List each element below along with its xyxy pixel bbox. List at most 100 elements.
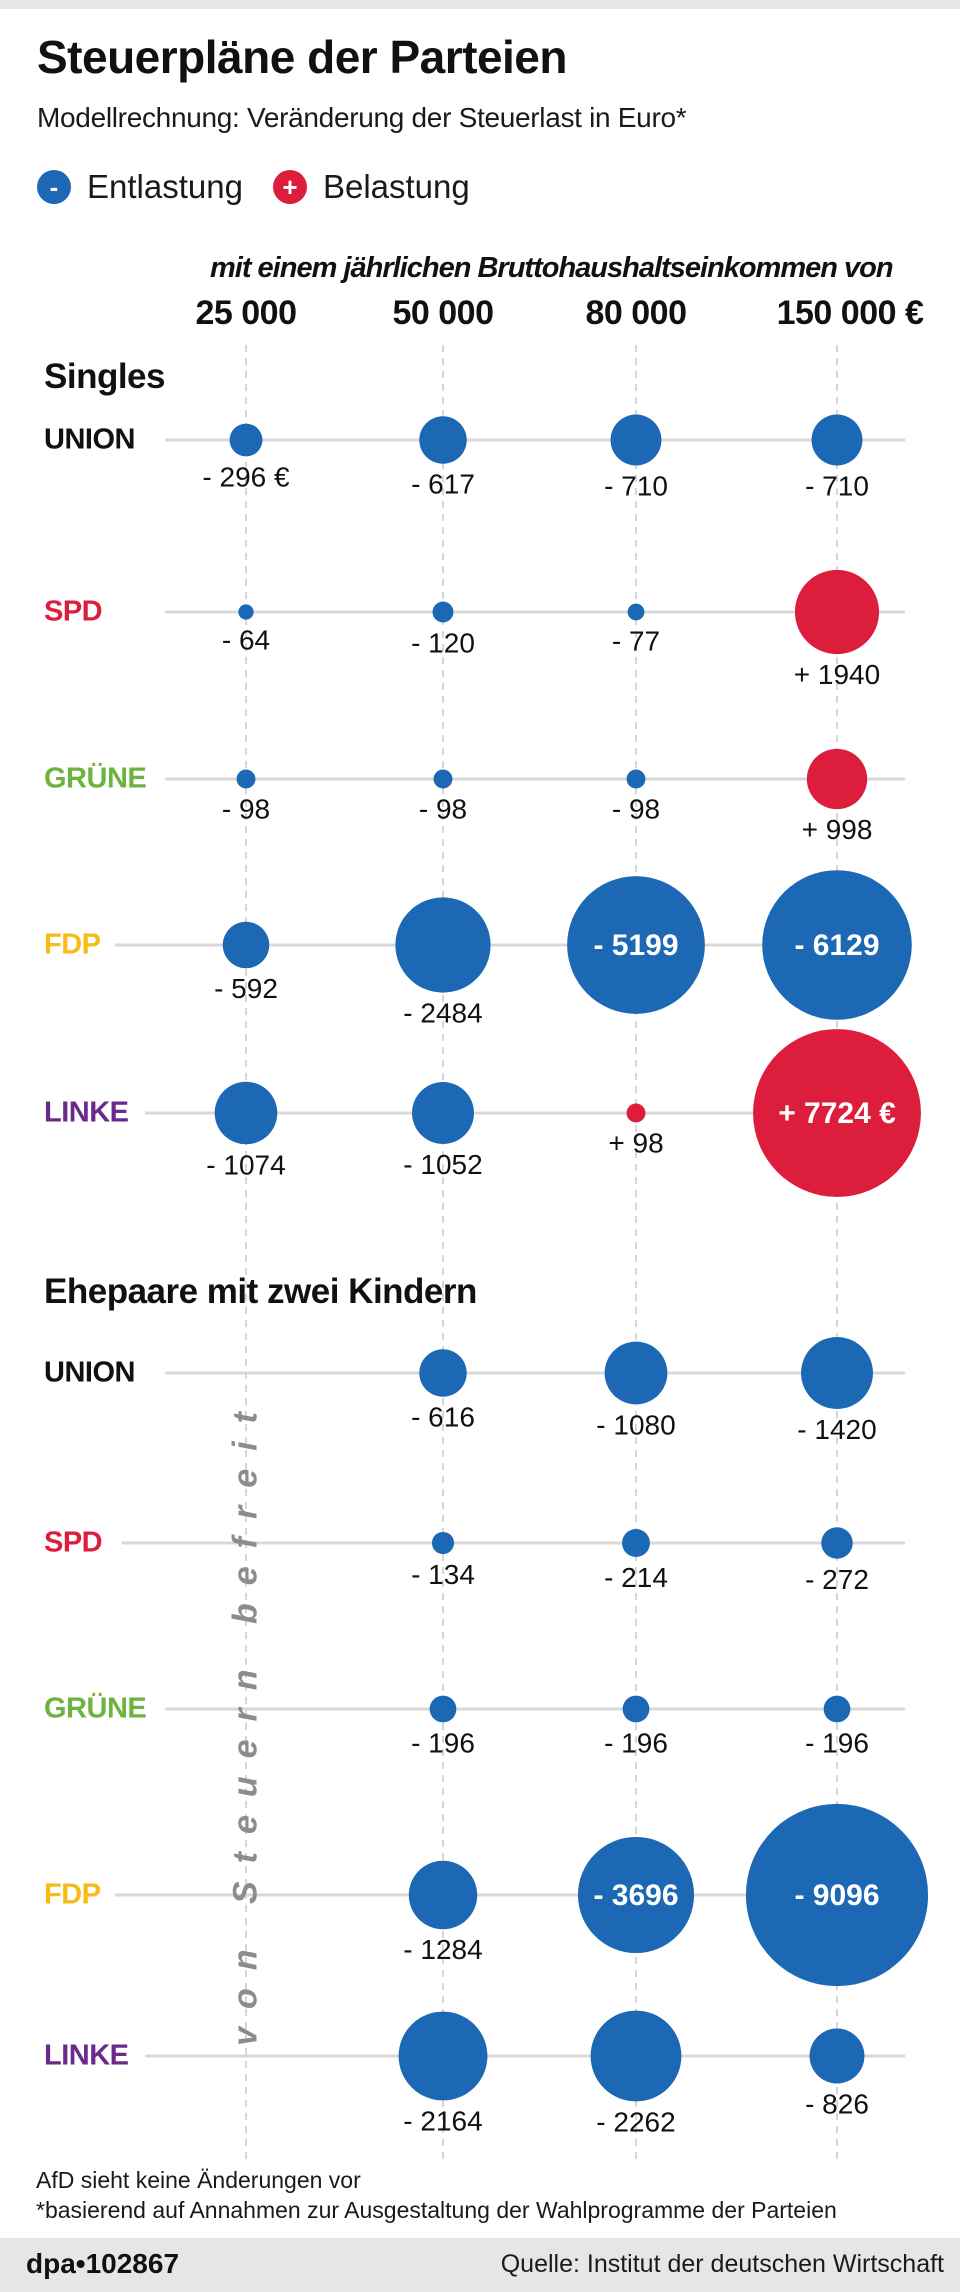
bubble [236,769,256,789]
footnote-basis: *basierend auf Annahmen zur Ausgestaltun… [36,2197,837,2223]
chart-title: Steuerpläne der Parteien [37,31,567,83]
bubble [806,748,868,810]
income-caption: mit einem jährlichen Bruttohaushaltseink… [210,252,894,284]
plus-circle-icon: + [272,170,307,204]
bubble-value-label: - 6129 [794,929,879,962]
bubble-value-label: - 196 [411,1727,475,1758]
bubble-value-label: - 98 [419,793,467,824]
bubble [222,921,270,969]
bubble-value-label: - 9096 [794,1879,879,1912]
legend-label-burden: Belastung [322,168,470,205]
bubble-value-label: - 98 [612,793,660,824]
bubble-value-label: - 616 [411,1402,475,1433]
bubble-value-label: - 98 [222,793,270,824]
bubble [214,1081,278,1145]
bubble [823,1695,851,1723]
bubble-value-label: + 1940 [794,659,880,690]
bubble [431,1531,455,1555]
bubble [412,1082,474,1144]
bubble-value-label: - 296 € [202,461,290,492]
bubble-value-label: - 710 [604,470,668,501]
bubble-value-label: - 1052 [403,1149,482,1180]
footer-bar: dpa•102867 Quelle: Institut der deutsche… [0,2238,960,2292]
party-label-spd: SPD [44,1526,103,1559]
bubble-value-label: - 1420 [797,1414,876,1445]
bubble-value-label: + 98 [608,1127,663,1158]
bubble-value-label: - 1080 [596,1409,675,1440]
legend-label-relief: Entlastung [87,168,243,205]
party-label-fdp: FDP [44,928,101,961]
party-label-gruene: GRÜNE [44,1692,147,1725]
bubble-value-label: - 2262 [596,2106,675,2137]
bubble-value-label: - 64 [222,625,270,656]
bubble-value-label: - 2164 [403,2105,482,2136]
party-label-linke: LINKE [44,2039,129,2072]
bubble [229,423,263,457]
bubble [626,769,646,789]
bubble [419,416,467,464]
bubble [429,1695,457,1723]
bubble [622,1529,650,1557]
top-bar [0,0,960,9]
party-label-gruene: GRÜNE [44,762,147,795]
bubble [622,1695,650,1723]
bubble-value-label: - 196 [604,1727,668,1758]
bubble-value-label: + 7724 € [778,1097,896,1130]
bubble [590,2010,682,2102]
chart-subtitle: Modellrechnung: Veränderung der Steuerla… [37,102,687,133]
minus-circle-icon: - [37,170,71,204]
bubble [577,1836,695,1954]
exempt-note: von Steuern befreit [226,1394,265,2046]
bubble [395,897,491,993]
party-label-union: UNION [44,423,135,456]
bubble [567,876,705,1014]
party-label-fdp: FDP [44,1878,101,1911]
bubble [610,414,662,466]
bubble [604,1341,668,1405]
bubble-value-label: - 617 [411,469,475,500]
bubble-value-label: - 1284 [403,1934,482,1965]
bubble [801,1337,873,1409]
legend-item-burden: + Belastung [272,168,470,206]
bubble [762,870,912,1020]
bubble-value-label: - 120 [411,627,475,658]
bubble [821,1527,853,1559]
party-label-union: UNION [44,1356,135,1389]
bubble-value-label: - 196 [805,1727,869,1758]
bubble [811,414,863,466]
party-label-spd: SPD [44,595,103,628]
bubble-value-label: - 5199 [593,929,678,962]
bubble [794,569,880,655]
column-header-80000: 80 000 [585,294,688,332]
legend-item-relief: - Entlastung [37,168,243,206]
bubble-value-label: - 592 [214,973,278,1004]
bubble-value-label: - 1074 [206,1149,285,1180]
bubble-value-label: - 77 [612,625,660,656]
column-header-150000: 150 000 € [776,294,924,332]
column-header-50000: 50 000 [392,294,495,332]
footnote-afd: AfD sieht keine Änderungen vor [36,2167,361,2193]
bubble [809,2028,865,2084]
column-header-25000: 25 000 [195,294,298,332]
bubble [753,1029,921,1197]
section-title-singles: Singles [44,357,165,396]
source-note: Quelle: Institut der deutschen Wirtschaf… [500,2250,944,2278]
party-label-linke: LINKE [44,1096,129,1129]
bubble [433,769,453,789]
bubble [419,1349,467,1397]
bubble-value-label: - 214 [604,1562,668,1593]
bubble [398,2011,488,2101]
bubble-value-label: - 134 [411,1559,475,1590]
bubble-value-label: + 998 [802,814,873,845]
bubble-value-label: - 826 [805,2088,869,2119]
bubble [238,604,254,620]
agency-credit: dpa•102867 [26,2248,180,2279]
bubble [432,601,454,623]
bubble-value-label: - 272 [805,1564,869,1595]
bubble [745,1803,929,1987]
bubble [627,603,645,621]
bubble-value-label: - 2484 [403,998,482,1029]
legend: - Entlastung + Belastung [37,168,500,206]
bubble [408,1860,478,1930]
